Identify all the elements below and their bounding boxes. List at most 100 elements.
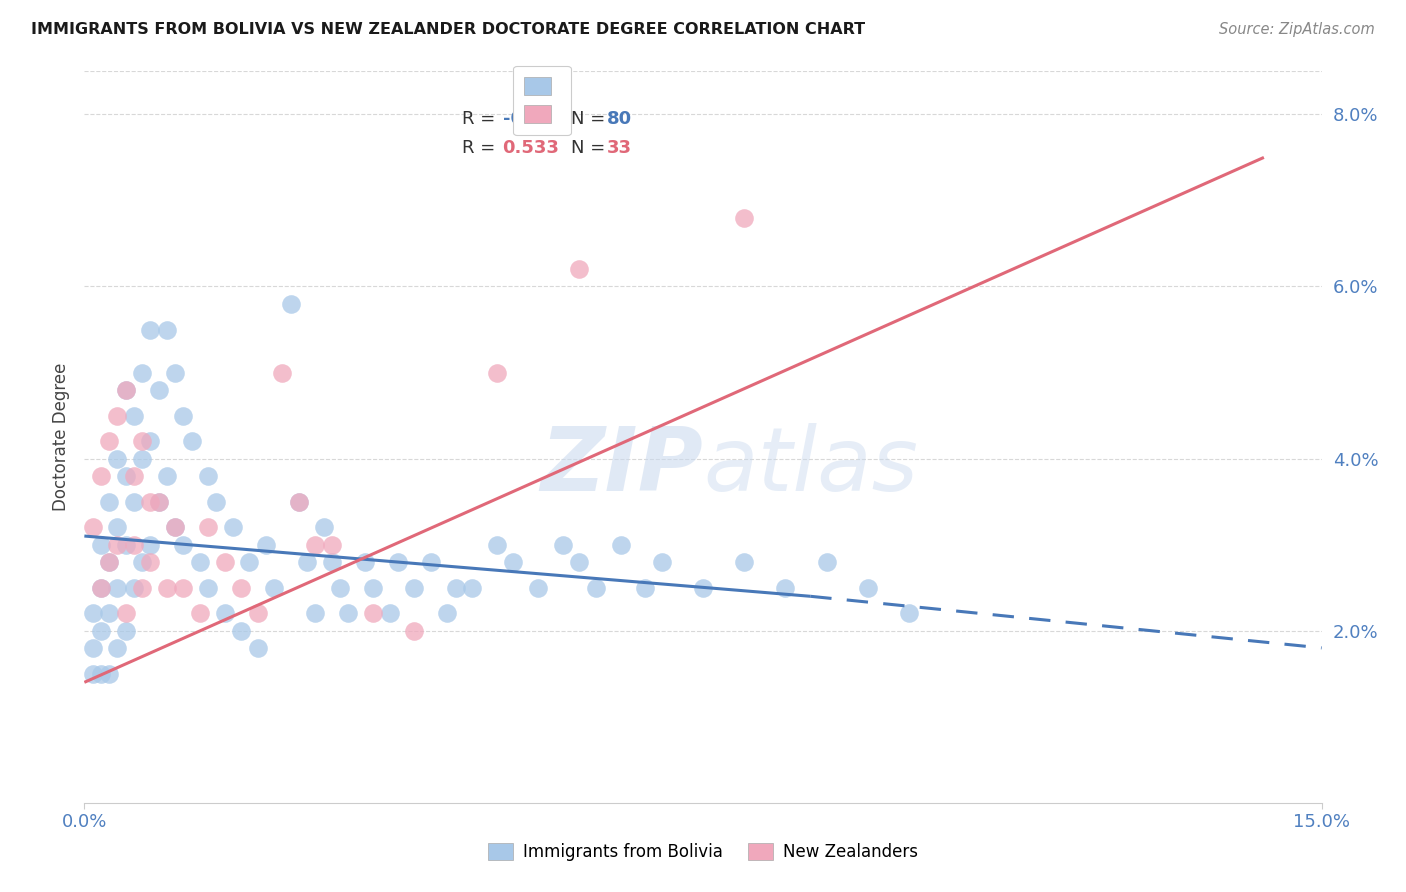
Point — [148, 383, 170, 397]
Point — [197, 581, 219, 595]
Point — [139, 434, 162, 449]
Point — [122, 494, 145, 508]
Point — [148, 494, 170, 508]
Point — [105, 451, 128, 466]
Point — [551, 538, 574, 552]
Point — [461, 581, 484, 595]
Point — [131, 366, 153, 380]
Point — [90, 581, 112, 595]
Point — [172, 538, 194, 552]
Point — [82, 666, 104, 681]
Text: 80: 80 — [606, 110, 631, 128]
Point — [304, 538, 326, 552]
Point — [361, 581, 384, 595]
Point — [337, 607, 360, 621]
Point — [122, 409, 145, 423]
Text: N =: N = — [571, 110, 610, 128]
Point — [312, 520, 335, 534]
Point — [105, 640, 128, 655]
Point — [271, 366, 294, 380]
Point — [288, 494, 311, 508]
Point — [105, 538, 128, 552]
Point — [502, 555, 524, 569]
Point — [229, 581, 252, 595]
Point — [775, 581, 797, 595]
Point — [98, 494, 121, 508]
Point — [197, 520, 219, 534]
Point — [131, 555, 153, 569]
Point — [156, 581, 179, 595]
Point — [568, 555, 591, 569]
Text: 33: 33 — [606, 139, 631, 157]
Point — [404, 581, 426, 595]
Point — [82, 607, 104, 621]
Point — [527, 581, 550, 595]
Point — [98, 555, 121, 569]
Point — [733, 555, 755, 569]
Point — [288, 494, 311, 508]
Point — [485, 366, 508, 380]
Point — [139, 555, 162, 569]
Point — [114, 538, 136, 552]
Point — [222, 520, 245, 534]
Point — [238, 555, 260, 569]
Y-axis label: Doctorate Degree: Doctorate Degree — [52, 363, 70, 511]
Point — [90, 538, 112, 552]
Point — [172, 581, 194, 595]
Point — [98, 607, 121, 621]
Text: atlas: atlas — [703, 424, 918, 509]
Point — [139, 494, 162, 508]
Point — [114, 607, 136, 621]
Point — [321, 538, 343, 552]
Point — [165, 520, 187, 534]
Point — [148, 494, 170, 508]
Point — [82, 520, 104, 534]
Point — [105, 409, 128, 423]
Point — [180, 434, 202, 449]
Point — [361, 607, 384, 621]
Point — [105, 520, 128, 534]
Point — [436, 607, 458, 621]
Point — [139, 538, 162, 552]
Point — [114, 383, 136, 397]
Point — [387, 555, 409, 569]
Point — [229, 624, 252, 638]
Point — [82, 640, 104, 655]
Point — [165, 520, 187, 534]
Point — [733, 211, 755, 225]
Point — [105, 581, 128, 595]
Point — [214, 555, 236, 569]
Point — [90, 468, 112, 483]
Point — [378, 607, 401, 621]
Text: R =: R = — [461, 110, 501, 128]
Point — [353, 555, 375, 569]
Point — [90, 666, 112, 681]
Point — [114, 383, 136, 397]
Point — [898, 607, 921, 621]
Point — [856, 581, 879, 595]
Point — [485, 538, 508, 552]
Point — [254, 538, 277, 552]
Point — [444, 581, 467, 595]
Point — [585, 581, 607, 595]
Text: Source: ZipAtlas.com: Source: ZipAtlas.com — [1219, 22, 1375, 37]
Point — [246, 607, 269, 621]
Point — [280, 296, 302, 310]
Point — [651, 555, 673, 569]
Text: N =: N = — [571, 139, 610, 157]
Point — [131, 581, 153, 595]
Point — [263, 581, 285, 595]
Point — [122, 468, 145, 483]
Point — [98, 555, 121, 569]
Point — [197, 468, 219, 483]
Point — [205, 494, 228, 508]
Text: IMMIGRANTS FROM BOLIVIA VS NEW ZEALANDER DOCTORATE DEGREE CORRELATION CHART: IMMIGRANTS FROM BOLIVIA VS NEW ZEALANDER… — [31, 22, 865, 37]
Point — [419, 555, 441, 569]
Point — [90, 581, 112, 595]
Point — [188, 555, 211, 569]
Point — [139, 322, 162, 336]
Point — [114, 468, 136, 483]
Legend: Immigrants from Bolivia, New Zealanders: Immigrants from Bolivia, New Zealanders — [481, 836, 925, 868]
Point — [634, 581, 657, 595]
Point — [815, 555, 838, 569]
